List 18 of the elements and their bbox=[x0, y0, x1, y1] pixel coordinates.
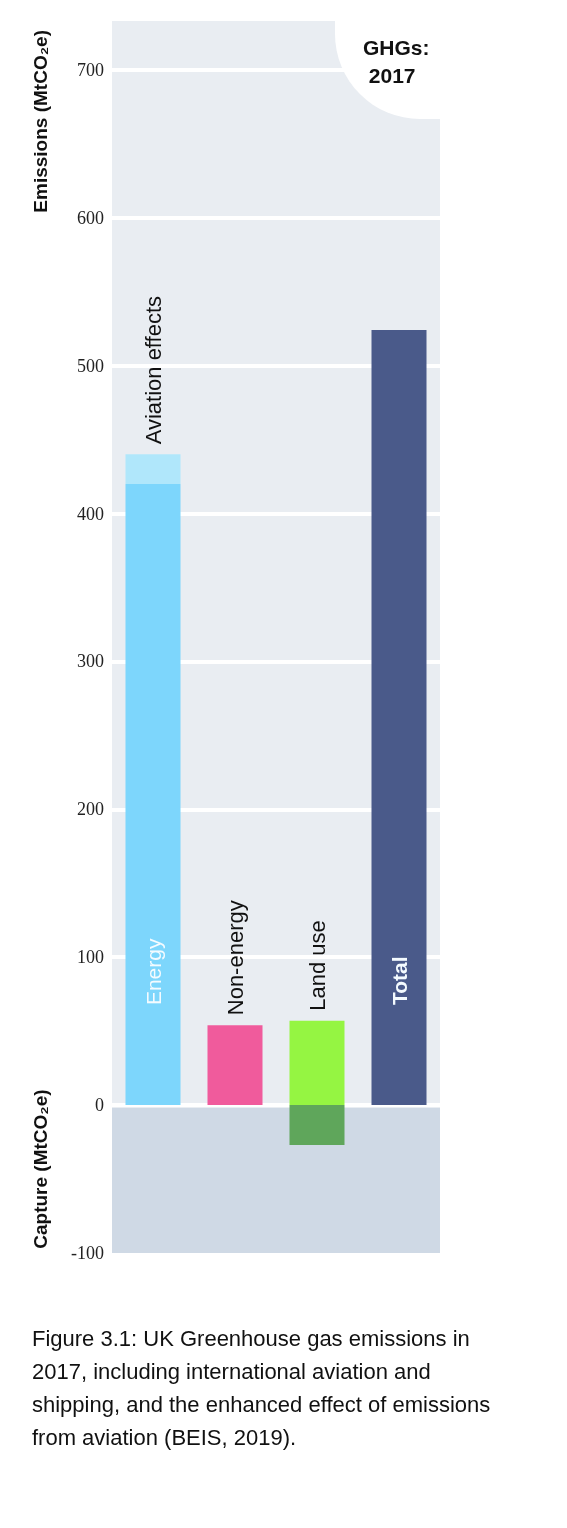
text: Non-energy bbox=[222, 900, 248, 1016]
series-label: Total bbox=[387, 956, 411, 1006]
y-tick-label: 200 bbox=[77, 799, 104, 820]
caption: Figure 3.1: UK Greenhouse gas emissions in 2017, including international aviation and shipping, and the enhanced effect of emissions from aviation (BEIS, 2019). bbox=[32, 1325, 492, 1452]
y-tick-label: 500 bbox=[77, 355, 104, 376]
y-tick-label: 400 bbox=[77, 503, 104, 524]
y-tick-label: 0 bbox=[95, 1095, 104, 1116]
y-tick-label: 100 bbox=[77, 947, 104, 968]
series-label: Energy bbox=[141, 938, 165, 1006]
y-tick-label: -100 bbox=[71, 1243, 104, 1263]
y-axis-title: Emissions (MtCO₂e) bbox=[29, 30, 51, 213]
text: Aviation effects bbox=[140, 295, 166, 445]
text: GHGs: 2017 bbox=[363, 35, 430, 87]
y-tick-label: 300 bbox=[77, 651, 104, 672]
text: Capture (MtCO₂e) bbox=[29, 1089, 51, 1249]
y-tick-label: 600 bbox=[77, 207, 104, 228]
y-tick-label: 700 bbox=[77, 59, 104, 80]
text: Land use bbox=[304, 920, 330, 1011]
